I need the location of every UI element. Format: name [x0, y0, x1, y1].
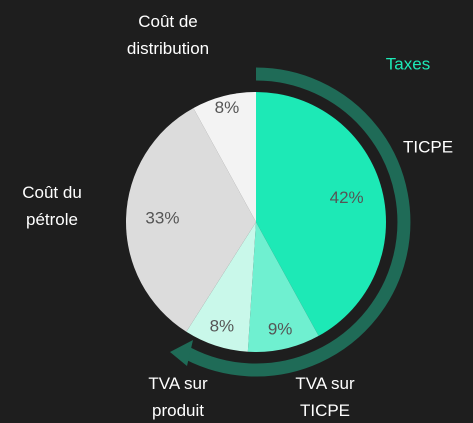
value-label: 8% [215, 98, 240, 117]
taxes-arrowhead [170, 340, 193, 366]
annotation: Taxes [385, 54, 431, 74]
value-label: 8% [210, 317, 235, 336]
slice-label: TICPE [402, 137, 454, 157]
pie-slice [256, 92, 386, 336]
pie-slice [247, 222, 319, 353]
slice-label: TVA sur TICPE [295, 374, 355, 420]
value-label: 9% [268, 319, 293, 338]
pie-slice [186, 222, 256, 352]
pie-slice [193, 92, 256, 222]
taxes-arc [185, 67, 411, 377]
value-label: 42% [330, 188, 364, 207]
slice-label: TVA sur produit [148, 374, 208, 420]
pie-slice [125, 108, 256, 332]
slice-label: Coût de distribution [126, 12, 210, 58]
value-label: 33% [145, 209, 179, 228]
slice-label: Coût du pétrole [22, 183, 82, 229]
